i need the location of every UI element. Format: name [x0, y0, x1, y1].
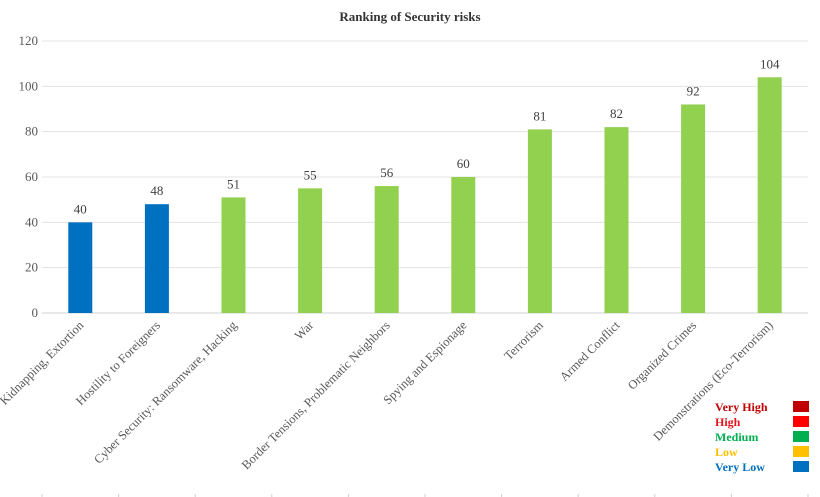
data-label: 55	[304, 167, 317, 182]
legend-swatch	[793, 416, 809, 427]
bar	[144, 204, 169, 313]
bar	[527, 129, 552, 313]
legend-label: High	[715, 415, 741, 429]
legend-swatch	[793, 446, 809, 457]
data-labels: 40 48 51 55 56 60 81 82 92 104	[74, 56, 780, 216]
bar	[298, 188, 323, 313]
legend-label: Low	[715, 445, 738, 459]
bars	[68, 77, 782, 314]
y-axis-ticks: 0 20 40 60 80 100 120	[19, 33, 39, 320]
data-label: 92	[687, 83, 700, 98]
category-label: Spying and Espionage	[380, 318, 469, 407]
legend-swatch	[793, 461, 809, 472]
category-label: Terrorism	[501, 318, 546, 363]
bar	[221, 197, 246, 313]
data-label: 60	[457, 156, 470, 171]
category-label: Kidnapping, Extortion	[0, 318, 87, 408]
y-tick-label: 80	[25, 124, 38, 139]
category-label: Cyber Security: Ransomware, Hacking	[91, 318, 240, 467]
legend-swatch	[793, 401, 809, 412]
legend-label: Medium	[715, 430, 758, 444]
bar	[374, 186, 399, 313]
category-label: Armed Conflict	[557, 318, 623, 384]
y-tick-label: 100	[19, 78, 39, 93]
data-label: 56	[380, 165, 394, 180]
data-label: 48	[150, 183, 163, 198]
bar	[604, 127, 629, 313]
bar	[451, 177, 476, 313]
data-label: 40	[74, 201, 87, 216]
category-label: Organized Crimes	[625, 318, 699, 392]
data-label: 104	[760, 56, 780, 71]
y-tick-label: 0	[32, 305, 39, 320]
y-tick-label: 60	[25, 169, 38, 184]
category-label: War	[292, 318, 317, 343]
legend-label: Very Low	[715, 460, 765, 474]
bar	[68, 222, 93, 313]
legend-label: Very High	[715, 400, 768, 414]
legend-swatch	[793, 431, 809, 442]
y-tick-label: 40	[25, 214, 38, 229]
category-label: Border Tensions, Problematic Neighbors	[239, 318, 393, 472]
chart-title: Ranking of Security risks	[339, 9, 480, 24]
y-tick-label: 120	[19, 33, 39, 48]
data-label: 51	[227, 176, 240, 191]
gridlines	[42, 40, 808, 314]
bar	[681, 104, 706, 313]
category-label: Hostility to Foreigners	[73, 318, 163, 408]
y-tick-label: 20	[25, 260, 38, 275]
data-label: 81	[533, 108, 546, 123]
bar	[757, 77, 782, 314]
data-label: 82	[610, 106, 623, 121]
